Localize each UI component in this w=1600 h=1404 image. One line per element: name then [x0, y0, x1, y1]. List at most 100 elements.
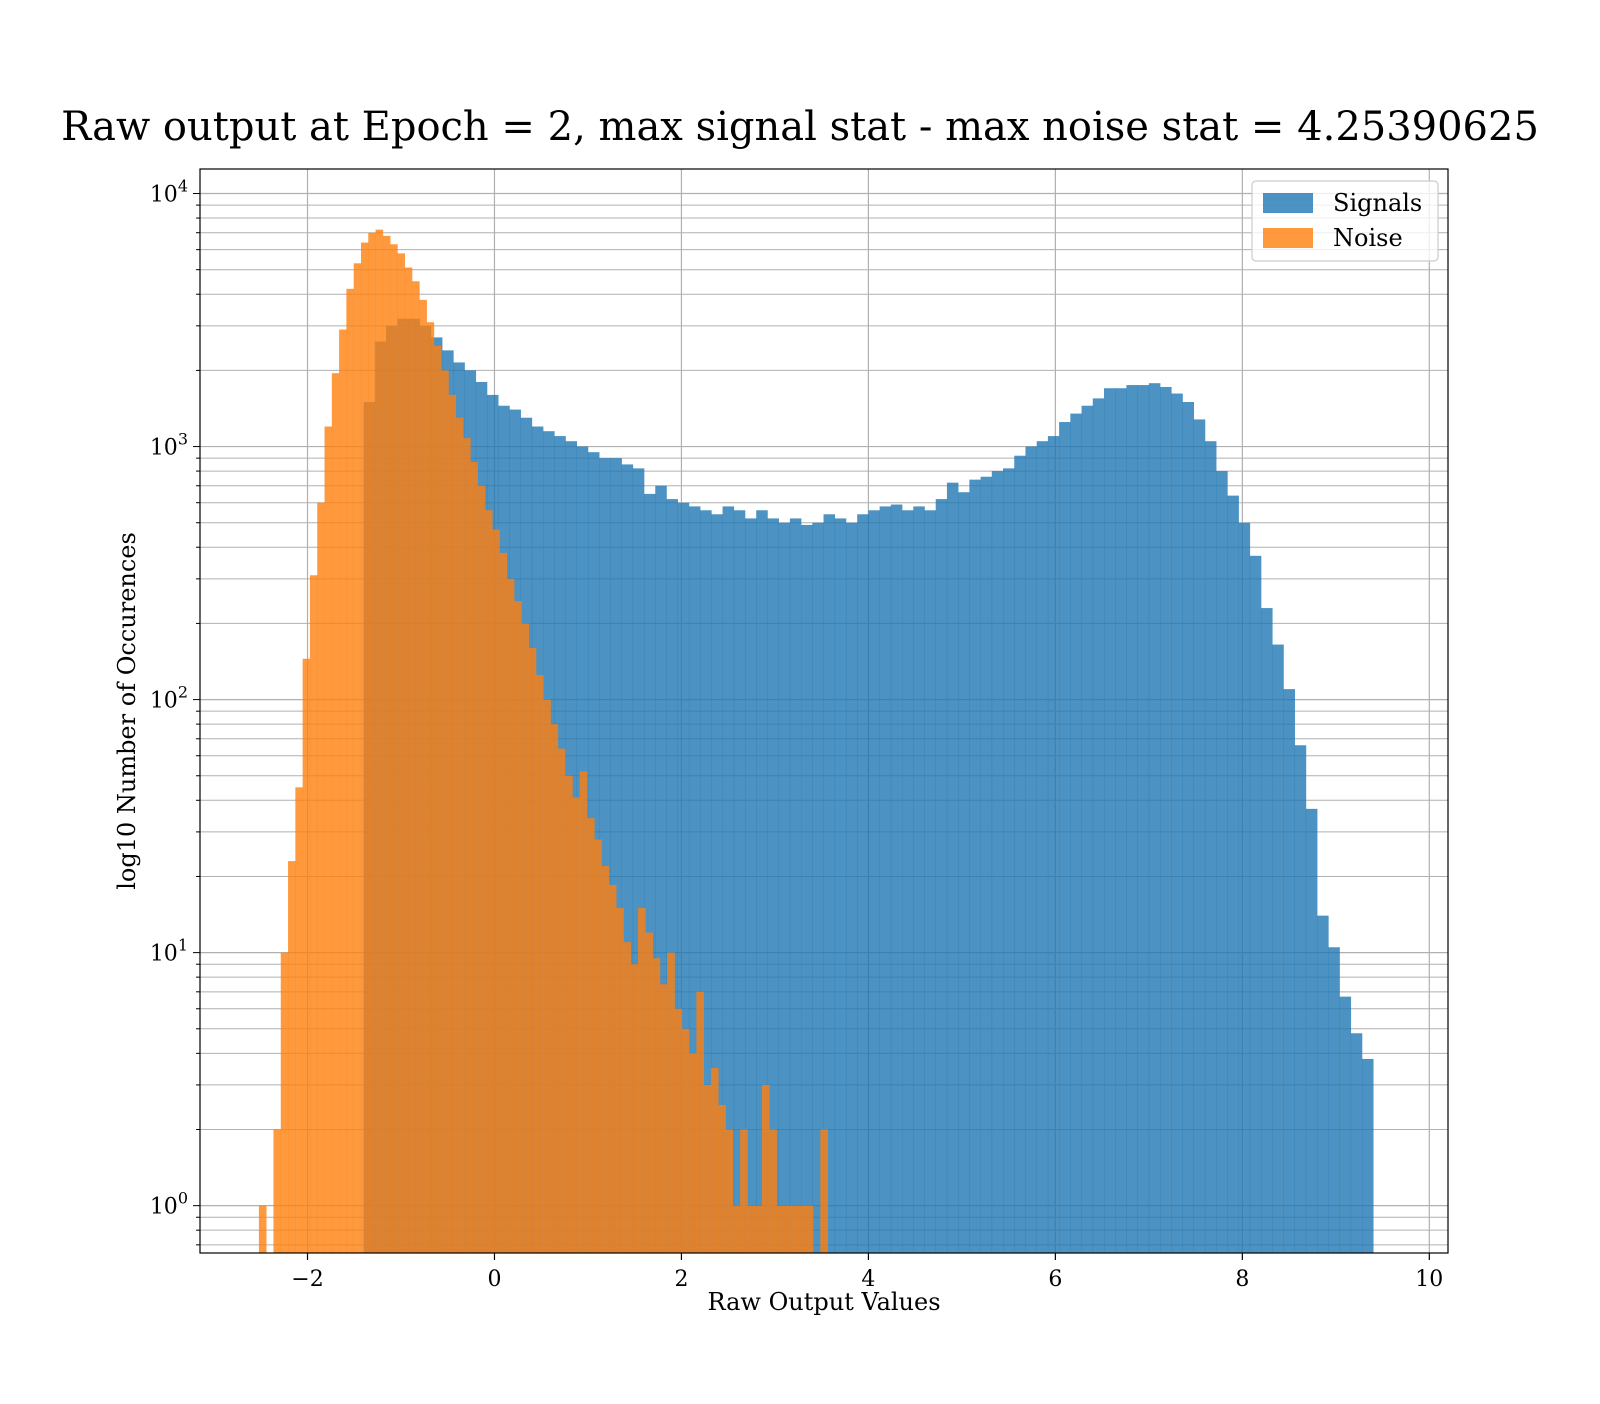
noise-bar — [470, 461, 478, 1253]
noise-bar — [579, 771, 588, 1253]
noise-bar — [710, 1067, 719, 1253]
signals-bar — [812, 522, 824, 1253]
signals-bar — [711, 514, 723, 1253]
noise-bar — [550, 724, 559, 1253]
signals-bar — [733, 510, 746, 1253]
x-tick-label: −2 — [291, 1267, 323, 1292]
signals-bar — [1126, 385, 1138, 1253]
noise-bar — [433, 345, 442, 1253]
noise-bar — [506, 578, 515, 1253]
signals-bar — [879, 506, 892, 1253]
signals-bar — [913, 506, 925, 1253]
noise-bar — [273, 1129, 282, 1253]
noise-bar — [601, 865, 610, 1253]
noise-bar — [295, 787, 303, 1253]
noise-bar — [718, 1104, 726, 1253]
noise-bar — [667, 952, 675, 1253]
noise-bar — [689, 1053, 697, 1253]
signals-bar — [621, 464, 634, 1254]
noise-bar — [608, 885, 617, 1253]
noise-bar — [382, 235, 391, 1254]
signals-bar — [1148, 383, 1161, 1253]
signals-bar — [1115, 388, 1127, 1253]
noise-bar — [441, 370, 449, 1254]
noise-bar — [645, 932, 653, 1253]
signals-bar — [1328, 947, 1340, 1253]
y-tick-label: 100 — [150, 1189, 188, 1220]
noise-bar — [783, 1205, 792, 1253]
noise-bar — [302, 658, 311, 1253]
noise-bar — [594, 839, 602, 1253]
y-tick-label: 104 — [150, 177, 188, 208]
signals-bar — [1036, 441, 1049, 1253]
signals-bar — [1249, 555, 1262, 1253]
noise-bar — [791, 1205, 799, 1253]
x-axis-label: Raw Output Values — [707, 1288, 940, 1316]
signals-bar — [980, 476, 993, 1253]
signals-bar — [1227, 495, 1239, 1253]
noise-bar — [339, 329, 347, 1253]
noise-bar — [725, 1129, 734, 1253]
signals-bar — [756, 510, 768, 1253]
signals-bar — [655, 485, 667, 1253]
noise-bar — [659, 984, 668, 1253]
noise-bar — [805, 1205, 814, 1253]
signals-bar — [789, 518, 802, 1253]
signals-bar — [1171, 393, 1183, 1254]
noise-bar — [368, 232, 376, 1254]
signals-bar — [1305, 808, 1318, 1253]
noise-bar — [769, 1129, 777, 1253]
signals-bar — [1283, 689, 1295, 1253]
y-axis-label: log10 Number of Occurences — [113, 532, 141, 890]
legend-label-signals: Signals — [1333, 189, 1422, 217]
legend-swatch-noise — [1263, 228, 1313, 248]
noise-bar — [324, 426, 333, 1253]
signals-bar — [1193, 419, 1206, 1254]
signals-bar — [845, 522, 858, 1253]
signals-bar — [1103, 388, 1116, 1253]
y-tick-label: 102 — [150, 683, 188, 714]
signals-bar — [1003, 468, 1015, 1253]
signals-bar — [902, 510, 914, 1253]
noise-bar — [426, 322, 435, 1254]
legend-label-noise: Noise — [1333, 224, 1403, 252]
signals-bar — [700, 510, 712, 1253]
signals-bar — [1047, 436, 1060, 1254]
signals-bar — [935, 499, 948, 1253]
noise-bar — [732, 1205, 741, 1253]
noise-bar — [528, 647, 537, 1253]
x-tick-label: 4 — [861, 1267, 875, 1292]
noise-bar — [280, 952, 289, 1253]
signals-bar — [778, 522, 791, 1253]
noise-bar — [820, 1129, 828, 1253]
signals-bar — [1182, 401, 1195, 1253]
signals-bar — [823, 514, 836, 1253]
signals-bar — [1059, 422, 1071, 1253]
legend-swatch-signals — [1263, 193, 1313, 213]
noise-bar — [521, 623, 529, 1253]
noise-bar — [448, 394, 457, 1254]
noise-bar — [652, 958, 661, 1253]
noise-bar — [419, 299, 427, 1253]
noise-bar — [674, 1008, 683, 1253]
noise-bar — [484, 510, 493, 1253]
signals-bar — [1014, 455, 1026, 1254]
signals-bar — [868, 510, 880, 1253]
y-tick-label: 103 — [150, 430, 188, 461]
y-axis-ticks: 100 101 102 103 104 — [150, 177, 200, 1246]
signals-bar — [1238, 522, 1251, 1253]
signals-bar — [599, 458, 611, 1253]
signals-bar — [722, 506, 735, 1253]
noise-bar — [288, 861, 296, 1253]
signals-bar — [958, 492, 970, 1253]
noise-bar — [412, 281, 420, 1253]
noise-bar — [463, 438, 471, 1253]
noise-bar — [681, 1028, 690, 1253]
signals-bar — [890, 504, 903, 1253]
x-tick-label: 2 — [674, 1267, 688, 1292]
signals-bar — [1272, 644, 1284, 1253]
signals-bar — [745, 518, 757, 1253]
noise-bar — [390, 244, 398, 1253]
signals-bar — [1261, 608, 1273, 1253]
noise-bar — [258, 1205, 267, 1253]
